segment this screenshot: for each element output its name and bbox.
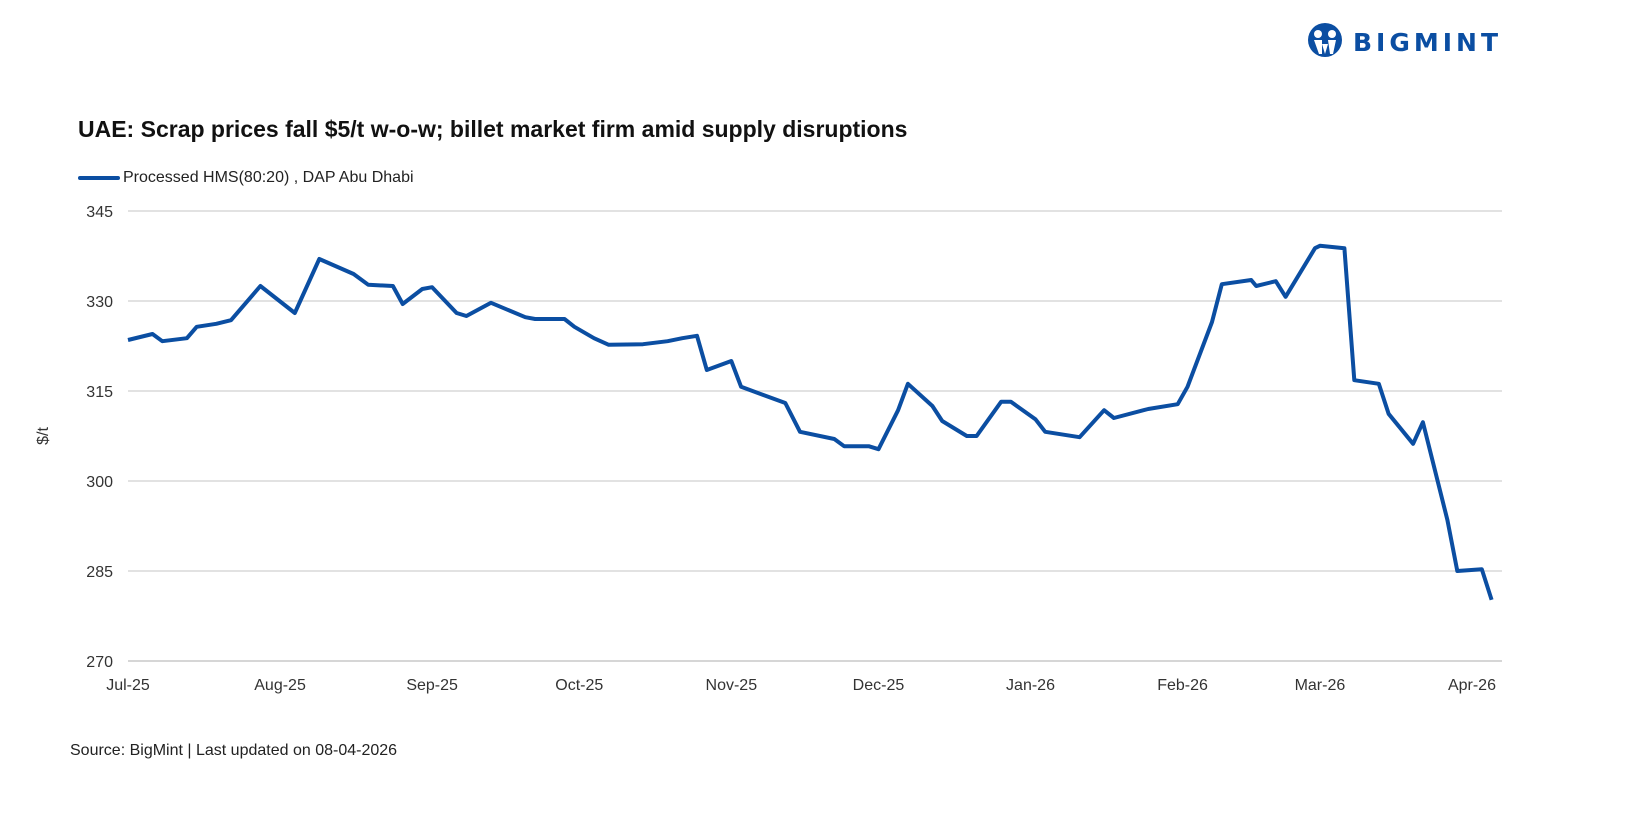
y-tick-label: 330 — [86, 294, 113, 311]
source-note: Source: BigMint | Last updated on 08-04-… — [70, 742, 398, 759]
x-tick-label: Nov-25 — [706, 677, 758, 694]
x-tick-label: Jul-25 — [106, 677, 150, 694]
y-axis-label: $/t — [35, 427, 52, 445]
bigmint-logo: BIGMINT — [1305, 22, 1502, 62]
x-tick-label: Dec-25 — [853, 677, 905, 694]
legend: Processed HMS(80:20) , DAP Abu Dhabi — [78, 169, 414, 187]
y-tick-label: 270 — [86, 654, 113, 671]
x-tick-label: Feb-26 — [1157, 677, 1208, 694]
x-tick-label: Aug-25 — [254, 677, 306, 694]
x-tick-label: Sep-25 — [406, 677, 458, 694]
legend-swatch — [78, 176, 120, 180]
x-tick-label: Jan-26 — [1006, 677, 1055, 694]
y-tick-label: 345 — [86, 204, 113, 221]
x-tick-label: Apr-26 — [1448, 677, 1496, 694]
y-tick-label: 300 — [86, 474, 113, 491]
bigmint-logo-icon — [1308, 23, 1342, 57]
x-tick-label: Oct-25 — [555, 677, 603, 694]
chart-title: UAE: Scrap prices fall $5/t w-o-w; bille… — [78, 116, 908, 142]
x-tick-label: Mar-26 — [1295, 677, 1346, 694]
series-line — [127, 243, 1494, 601]
legend-label: Processed HMS(80:20) , DAP Abu Dhabi — [123, 169, 414, 186]
y-tick-label: 315 — [86, 384, 113, 401]
y-tick-label: 285 — [86, 564, 113, 581]
brand-name: BIGMINT — [1353, 27, 1503, 57]
